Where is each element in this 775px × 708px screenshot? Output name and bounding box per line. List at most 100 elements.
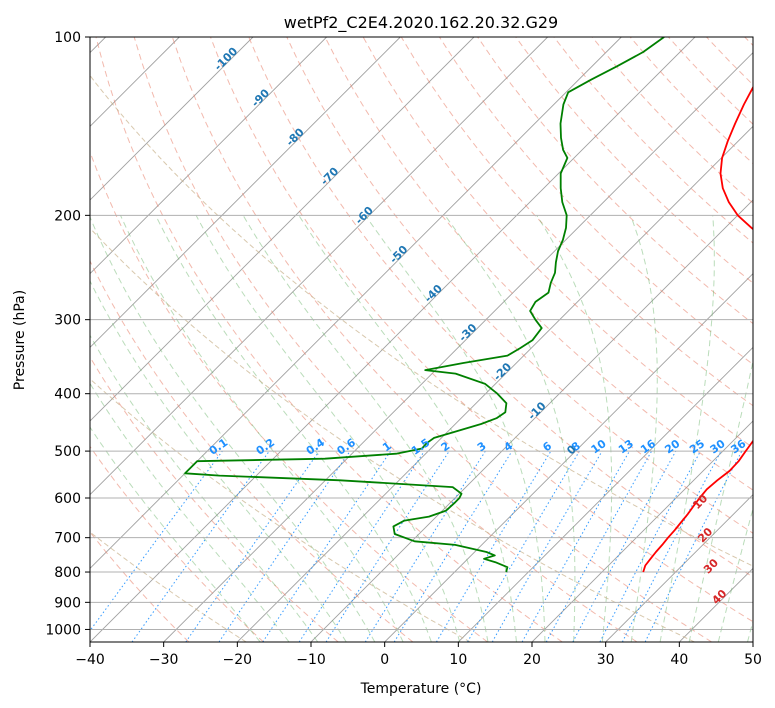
isentrope-line (90, 531, 247, 642)
moist-adiabat-label: 40 (709, 587, 729, 607)
mixing-ratio-line (599, 450, 701, 642)
dry-adiabat (171, 37, 712, 642)
dry-adiabat-label: -10 (525, 399, 548, 422)
dry-adiabat (133, 37, 638, 642)
y-tick-label: 1000 (45, 622, 81, 638)
dry-adiabat (95, 37, 563, 642)
moist-adiabat (90, 426, 261, 642)
isotherm-line (531, 420, 753, 642)
moist-adiabat (90, 334, 319, 642)
x-tick-label: 0 (380, 652, 389, 668)
chart-title: wetPf2_C2E4.2020.162.20.32.G29 (284, 13, 558, 33)
dry-adiabat-label: -40 (422, 282, 445, 305)
moist-adiabat-label: 10 (690, 492, 710, 512)
mixing-ratio-line (90, 450, 223, 632)
isotherm-line (458, 346, 753, 642)
isotherm-line (310, 199, 753, 642)
dry-adiabat-label: -90 (249, 86, 272, 109)
mixing-ratio-label: 3 (475, 439, 489, 454)
y-tick-label: 700 (54, 531, 81, 547)
y-tick-label: 200 (54, 208, 81, 224)
mixing-ratio-line (393, 450, 513, 642)
temperature-profile (642, 85, 753, 573)
y-axis-label: Pressure (hPa) (12, 290, 28, 390)
dry-adiabat-label: -70 (318, 164, 341, 187)
isotherm-line (90, 37, 622, 569)
dry-adiabat-label: -100 (212, 44, 241, 73)
isotherm-line (90, 37, 696, 642)
mixing-ratio-label: 1 (380, 439, 394, 454)
x-tick-label: −10 (296, 652, 326, 668)
dry-adiabat (90, 531, 190, 642)
x-tick-label: −30 (149, 652, 179, 668)
background-line-labels: 0.1 0.2 0.4 0.6 1 1.5 2 3 4 6 8 10 13 16 20 25 30 36-100-… (207, 44, 749, 607)
mixing-ratio-line (185, 450, 320, 642)
mixing-ratio-line (131, 450, 270, 642)
x-axis-ticks: −40 −30 −20 −10 0 10 20 30 40 50 (75, 642, 762, 668)
mixing-ratio-line (545, 450, 653, 642)
y-tick-label: 900 (54, 595, 81, 611)
isotherm-line (90, 37, 254, 201)
mixing-ratio-label: 13 (616, 437, 636, 456)
isotherm-line (384, 273, 753, 642)
x-axis-label: Temperature (°C) (360, 681, 482, 697)
mixing-ratio-label: 6 (540, 439, 554, 454)
y-tick-label: 400 (54, 387, 81, 403)
dry-adiabat-label: -30 (456, 321, 479, 344)
mixing-ratio-line (325, 450, 450, 642)
dry-adiabat (477, 37, 753, 325)
mixing-ratio-label: 36 (728, 437, 748, 457)
mixing-ratio-label: 25 (687, 437, 707, 456)
y-tick-label: 300 (54, 313, 81, 329)
background-lines (90, 37, 753, 642)
isotherm-line (90, 37, 475, 422)
mixing-ratio-label: 1.5 (409, 436, 432, 458)
isotherm-line (679, 567, 753, 642)
y-tick-label: 600 (54, 491, 81, 507)
moist-adiabat (659, 215, 715, 642)
isotherm-line (90, 37, 548, 496)
moist-adiabat (298, 215, 517, 642)
moist-adiabat (195, 215, 461, 642)
x-tick-label: 40 (670, 652, 688, 668)
moist-adiabat (747, 619, 753, 642)
mixing-ratio-label: 0.1 (207, 436, 230, 458)
isotherm-line (237, 125, 753, 642)
dry-adiabat-label: -50 (387, 243, 410, 266)
dry-adiabat (90, 356, 339, 642)
mixing-ratio-label: 2 (439, 439, 453, 454)
mixing-ratio-line (521, 450, 630, 642)
moist-adiabat (90, 215, 376, 642)
y-tick-label: 500 (54, 444, 81, 460)
mixing-ratio-line (435, 450, 552, 642)
isotherm-line (605, 494, 753, 642)
dry-adiabat (248, 37, 753, 578)
mixing-ratio-line (218, 450, 351, 642)
isotherm-line (752, 641, 753, 642)
isentrope-line (90, 227, 695, 642)
moist-adiabat-label: 30 (701, 556, 721, 576)
x-tick-label: 50 (744, 652, 762, 668)
moist-adiabat (242, 215, 489, 642)
isentrope-line (90, 74, 753, 567)
isotherm-line (163, 52, 753, 642)
moist-adiabat (90, 382, 290, 642)
dry-adiabat (210, 37, 753, 623)
isotherm-line (90, 37, 401, 348)
moist-adiabat-label: 20 (695, 525, 715, 545)
mixing-ratio-label: 30 (708, 437, 728, 457)
y-tick-label: 800 (54, 565, 81, 581)
x-tick-label: 10 (449, 652, 467, 668)
dry-adiabat-label: -60 (353, 204, 376, 227)
dry-adiabat (324, 37, 753, 491)
dry-adiabat (286, 37, 753, 534)
mixing-ratio-line (572, 450, 677, 642)
moist-adiabat (536, 215, 613, 642)
isentrope-line (90, 378, 471, 642)
plot-frame (89, 36, 754, 643)
x-tick-label: −40 (75, 652, 105, 668)
moist-adiabat (364, 215, 546, 642)
moist-adiabat (717, 506, 753, 642)
mixing-ratio-label: 0.2 (254, 436, 277, 458)
